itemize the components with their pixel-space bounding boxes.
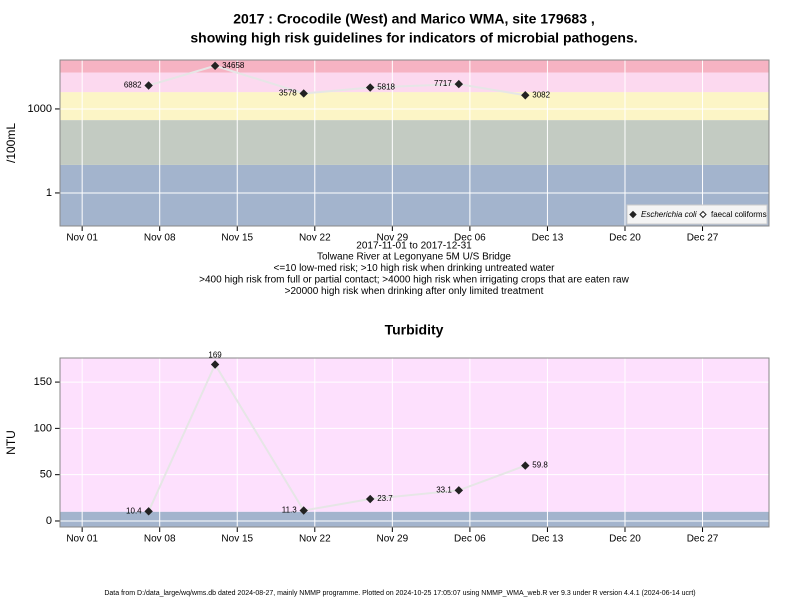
x-tick-label: Nov 08 (144, 534, 176, 545)
data-point (299, 89, 308, 98)
x-tick-label: Dec 27 (687, 534, 719, 545)
data-label: 5818 (377, 83, 395, 92)
legend-box (626, 204, 768, 225)
data-label: 33.1 (436, 485, 452, 494)
legend-marker (629, 210, 637, 219)
x-tick-label: Nov 15 (221, 233, 253, 244)
data-point (144, 507, 153, 516)
data-point (365, 83, 375, 92)
subtitle-line: Tolwane River at Legonyane 5M U/S Bridge (317, 252, 511, 263)
x-tick-label: Nov 01 (66, 534, 98, 545)
chart-title: Turbidity (385, 322, 444, 338)
data-point (210, 61, 220, 71)
x-tick-label: Nov 29 (377, 534, 409, 545)
data-point (299, 506, 308, 515)
data-point (454, 79, 464, 89)
subtitle-line: >20000 high risk when drinking after onl… (285, 286, 544, 297)
data-point (144, 81, 153, 90)
risk-band (60, 92, 769, 121)
x-tick-label: Nov 22 (299, 534, 331, 545)
data-point (521, 91, 530, 100)
y-tick-label: 0 (46, 515, 52, 527)
data-label: 10.4 (126, 506, 142, 515)
x-tick-label: Dec 27 (687, 233, 719, 244)
footer: Data from D:/data_large/wq/wms.db dated … (104, 590, 695, 597)
data-point (365, 494, 375, 504)
risk-band (60, 511, 769, 527)
y-tick-label: 100 (34, 422, 52, 434)
subtitle-line: <=10 low-med risk; >10 high risk when dr… (274, 263, 556, 274)
y-tick-label: 150 (34, 376, 52, 388)
data-label: 169 (208, 351, 222, 360)
risk-band (60, 358, 769, 512)
x-tick-label: Dec 13 (532, 534, 564, 545)
legend-label: faecal coliforms (711, 210, 767, 219)
data-label: 7717 (434, 79, 452, 88)
x-tick-label: Nov 08 (144, 233, 176, 244)
data-label: 6882 (124, 81, 142, 90)
data-label: 3578 (279, 89, 297, 98)
y-axis-label: /100mL (4, 123, 18, 163)
risk-band (60, 120, 769, 165)
data-label: 34658 (222, 61, 245, 70)
x-tick-label: Nov 15 (221, 534, 253, 545)
y-axis-label: NTU (4, 430, 18, 455)
risk-band (60, 60, 769, 73)
y-tick-label: 1000 (28, 103, 52, 115)
plot-frame (59, 357, 770, 528)
y-tick-label: 50 (40, 469, 52, 481)
data-label: 3082 (532, 90, 550, 99)
chart-title: 2017 : Crocodile (West) and Marico WMA, … (233, 11, 595, 27)
x-tick-label: Dec 20 (609, 534, 641, 545)
x-tick-label: Nov 29 (377, 233, 409, 244)
y-tick-label: 1 (46, 187, 52, 199)
data-label: 23.7 (377, 494, 393, 503)
x-tick-label: Dec 06 (454, 534, 486, 545)
x-tick-label: Nov 01 (66, 233, 98, 244)
x-tick-label: Dec 20 (609, 233, 641, 244)
series-line (148, 64, 526, 97)
chart-title: showing high risk guidelines for indicat… (190, 30, 637, 46)
data-point (210, 360, 220, 369)
risk-band (60, 72, 769, 93)
data-point (521, 461, 530, 470)
x-tick-label: Dec 06 (454, 233, 486, 244)
legend-label: Escherichia coli (641, 210, 697, 219)
series-line (147, 362, 526, 512)
data-label: 11.3 (282, 506, 298, 515)
legend-marker (699, 210, 707, 219)
x-tick-label: Dec 13 (532, 233, 564, 244)
subtitle-line: >400 high risk from full or partial cont… (199, 275, 629, 286)
x-tick-label: Nov 22 (299, 233, 331, 244)
data-point (454, 486, 464, 495)
data-label: 59.8 (532, 461, 548, 470)
x-axis-label: 2017-11-01 to 2017-12-31 (356, 241, 472, 252)
plot-frame (59, 59, 770, 227)
